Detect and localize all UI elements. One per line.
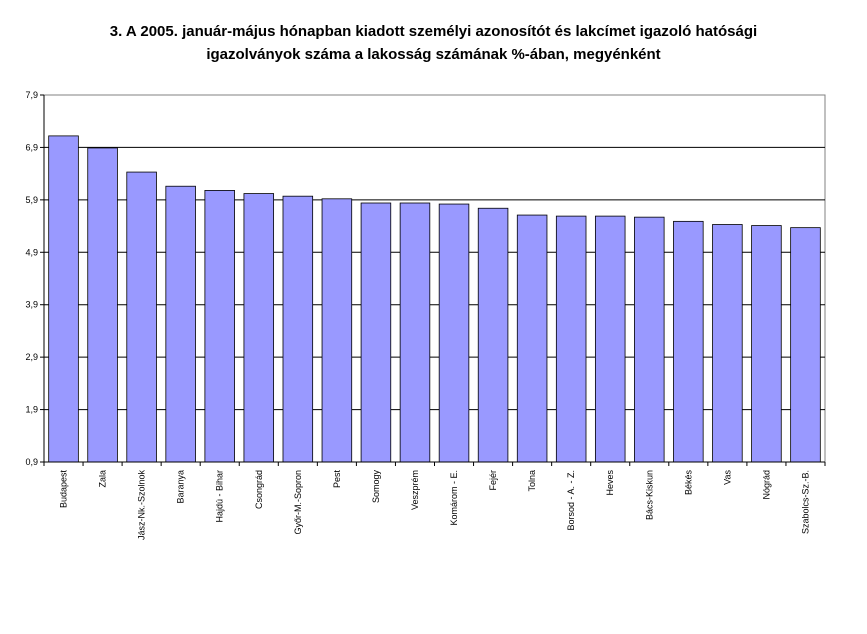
bar-1 bbox=[48, 135, 79, 463]
bar-19 bbox=[751, 225, 782, 463]
x-tick-label: Jász-Nk.-Szolnok bbox=[137, 470, 147, 541]
bar-5 bbox=[204, 190, 235, 463]
y-tick-label: 5,9 bbox=[25, 195, 38, 205]
bar-2 bbox=[87, 147, 118, 463]
x-tick-label: Heves bbox=[605, 470, 615, 496]
bar-series bbox=[48, 135, 821, 463]
y-tick-label: 4,9 bbox=[25, 247, 38, 257]
x-tick-label: Nógrád bbox=[761, 470, 771, 500]
y-tick-label: 2,9 bbox=[25, 352, 38, 362]
y-tick-label: 6,9 bbox=[25, 142, 38, 152]
chart-title-line-1: 3. A 2005. január-május hónapban kiadott… bbox=[109, 23, 758, 40]
x-tick-label: Szabolcs-Sz.-B. bbox=[800, 470, 810, 534]
bar-20 bbox=[790, 227, 821, 463]
x-tick-label: Fejér bbox=[488, 470, 498, 491]
plot-area bbox=[43, 94, 826, 463]
x-tick-label: Tolna bbox=[527, 470, 537, 492]
bar-17 bbox=[673, 220, 704, 463]
bar-6 bbox=[243, 193, 275, 463]
x-tick-label: Békés bbox=[683, 470, 693, 496]
bar-12 bbox=[477, 207, 509, 463]
bar-14 bbox=[555, 215, 587, 463]
x-tick-label: Somogy bbox=[371, 470, 381, 504]
x-tick-label: Komárom - E. bbox=[449, 470, 459, 526]
x-tick-label: Vas bbox=[722, 470, 732, 485]
bar-9 bbox=[360, 202, 392, 463]
x-tick-label: Budapest bbox=[59, 470, 69, 509]
bar-16 bbox=[634, 216, 665, 463]
bar-13 bbox=[516, 214, 548, 463]
bar-10 bbox=[399, 202, 431, 463]
bar-3 bbox=[126, 171, 157, 463]
bar-4 bbox=[165, 185, 196, 463]
y-tick-label: 7,9 bbox=[25, 90, 38, 100]
x-tick-label: Baranya bbox=[176, 470, 186, 504]
bar-11 bbox=[438, 203, 470, 463]
x-tick-label: Zala bbox=[98, 470, 108, 488]
y-tick-label: 1,9 bbox=[25, 405, 38, 415]
chart-title-line-2: igazolványok száma a lakosság számának %… bbox=[206, 46, 661, 63]
x-tick-label: Csongrád bbox=[254, 470, 264, 509]
bar-7 bbox=[282, 195, 314, 463]
x-tick-label: Pest bbox=[332, 470, 342, 489]
bar-8 bbox=[321, 198, 353, 463]
bar-18 bbox=[712, 224, 743, 463]
chart-title: 3. A 2005. január-május hónapban kiadott… bbox=[0, 20, 867, 66]
y-tick-label: 3,9 bbox=[25, 300, 38, 310]
x-tick-label: Borsod - A. - Z. bbox=[566, 470, 576, 531]
y-axis-ticks: 0,9 1,9 2,9 3,9 4,9 5,9 6,9 7,9 bbox=[25, 90, 44, 467]
x-tick-label: Hajdú - Bihar bbox=[215, 470, 225, 523]
x-axis-labels: Budapest Zala Jász-Nk.-Szolnok Baranya Hajdú… bbox=[43, 462, 826, 541]
x-tick-label: Győr-M.-Sopron bbox=[293, 470, 303, 535]
x-tick-label: Bács-Kiskun bbox=[644, 470, 654, 520]
x-tick-label: Veszprém bbox=[410, 470, 420, 510]
y-tick-label: 0,9 bbox=[25, 457, 38, 467]
bar-15 bbox=[594, 215, 626, 463]
